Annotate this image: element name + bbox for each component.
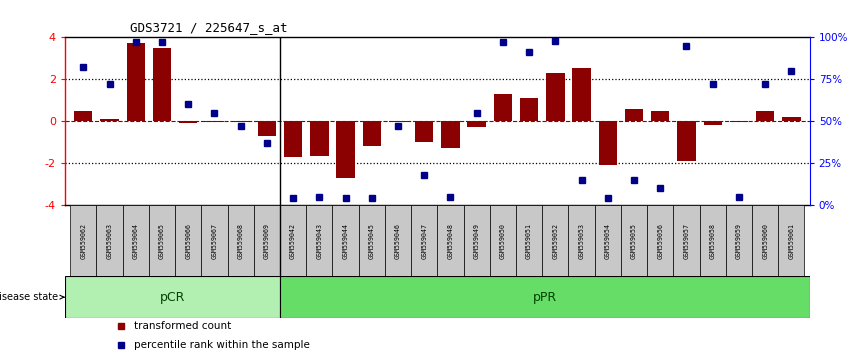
Bar	[415, 121, 433, 142]
Bar	[231, 121, 249, 122]
Text: GDS3721 / 225647_s_at: GDS3721 / 225647_s_at	[130, 21, 288, 34]
Bar	[598, 121, 617, 165]
Bar	[333, 205, 359, 276]
Bar	[65, 276, 280, 318]
Bar	[677, 121, 695, 161]
Bar	[100, 119, 119, 121]
Bar	[310, 121, 328, 156]
Bar	[595, 205, 621, 276]
Text: GSM559053: GSM559053	[578, 223, 585, 259]
Bar	[625, 109, 643, 121]
Bar	[572, 68, 591, 121]
Bar	[254, 205, 280, 276]
Text: GSM559059: GSM559059	[736, 223, 742, 259]
Text: GSM559045: GSM559045	[369, 223, 375, 259]
Bar	[674, 205, 700, 276]
Text: GSM559067: GSM559067	[211, 223, 217, 259]
Bar	[437, 205, 463, 276]
Bar	[463, 205, 490, 276]
Text: GSM559050: GSM559050	[500, 223, 506, 259]
Bar	[468, 121, 486, 127]
Bar	[96, 205, 123, 276]
Text: transformed count: transformed count	[134, 321, 231, 331]
Bar	[779, 205, 805, 276]
Text: GSM559068: GSM559068	[237, 223, 243, 259]
Bar	[756, 111, 774, 121]
Bar	[175, 205, 201, 276]
Bar	[752, 205, 779, 276]
Bar	[179, 121, 197, 123]
Text: disease state: disease state	[0, 292, 64, 302]
Bar	[336, 121, 355, 178]
Text: GSM559064: GSM559064	[132, 223, 139, 259]
Text: GSM559048: GSM559048	[448, 223, 454, 259]
Bar	[359, 205, 385, 276]
Text: GSM559044: GSM559044	[343, 223, 348, 259]
Text: GSM559066: GSM559066	[185, 223, 191, 259]
Bar	[205, 121, 223, 122]
Text: GSM559049: GSM559049	[474, 223, 480, 259]
Bar	[126, 44, 145, 121]
Text: GSM559063: GSM559063	[107, 223, 113, 259]
Bar	[280, 205, 307, 276]
Bar	[442, 121, 460, 148]
Bar	[651, 111, 669, 121]
Text: pCR: pCR	[160, 291, 185, 304]
Bar	[411, 205, 437, 276]
Bar	[516, 205, 542, 276]
Text: GSM559057: GSM559057	[683, 223, 689, 259]
Bar	[363, 121, 381, 146]
Text: GSM559056: GSM559056	[657, 223, 663, 259]
Text: GSM559052: GSM559052	[553, 223, 559, 259]
Text: percentile rank within the sample: percentile rank within the sample	[134, 339, 310, 350]
Bar	[520, 98, 539, 121]
Bar	[730, 121, 748, 122]
Bar	[389, 121, 407, 122]
Text: pPR: pPR	[533, 291, 557, 304]
Bar	[70, 205, 96, 276]
Text: GSM559069: GSM559069	[264, 223, 270, 259]
Text: GSM559046: GSM559046	[395, 223, 401, 259]
Bar	[307, 205, 333, 276]
Text: GSM559058: GSM559058	[709, 223, 715, 259]
Text: GSM559051: GSM559051	[527, 223, 532, 259]
Bar	[284, 121, 302, 157]
Text: GSM559055: GSM559055	[631, 223, 637, 259]
Bar	[647, 205, 674, 276]
Bar	[258, 121, 276, 136]
Text: GSM559065: GSM559065	[159, 223, 165, 259]
Text: GSM559062: GSM559062	[81, 223, 87, 259]
Text: GSM559043: GSM559043	[316, 223, 322, 259]
Bar	[149, 205, 175, 276]
Text: GSM559061: GSM559061	[788, 223, 794, 259]
Text: GSM559047: GSM559047	[421, 223, 427, 259]
Bar	[542, 205, 568, 276]
Bar	[74, 111, 93, 121]
Bar	[152, 48, 171, 121]
Bar	[700, 205, 726, 276]
Bar	[703, 121, 722, 125]
Bar	[201, 205, 228, 276]
Bar	[726, 205, 752, 276]
Bar	[568, 205, 595, 276]
Bar	[123, 205, 149, 276]
Text: GSM559054: GSM559054	[604, 223, 611, 259]
Text: GSM559042: GSM559042	[290, 223, 296, 259]
Bar	[280, 276, 810, 318]
Bar	[385, 205, 411, 276]
Bar	[621, 205, 647, 276]
Bar	[782, 117, 800, 121]
Bar	[494, 94, 512, 121]
Bar	[490, 205, 516, 276]
Text: GSM559060: GSM559060	[762, 223, 768, 259]
Bar	[546, 73, 565, 121]
Bar	[228, 205, 254, 276]
